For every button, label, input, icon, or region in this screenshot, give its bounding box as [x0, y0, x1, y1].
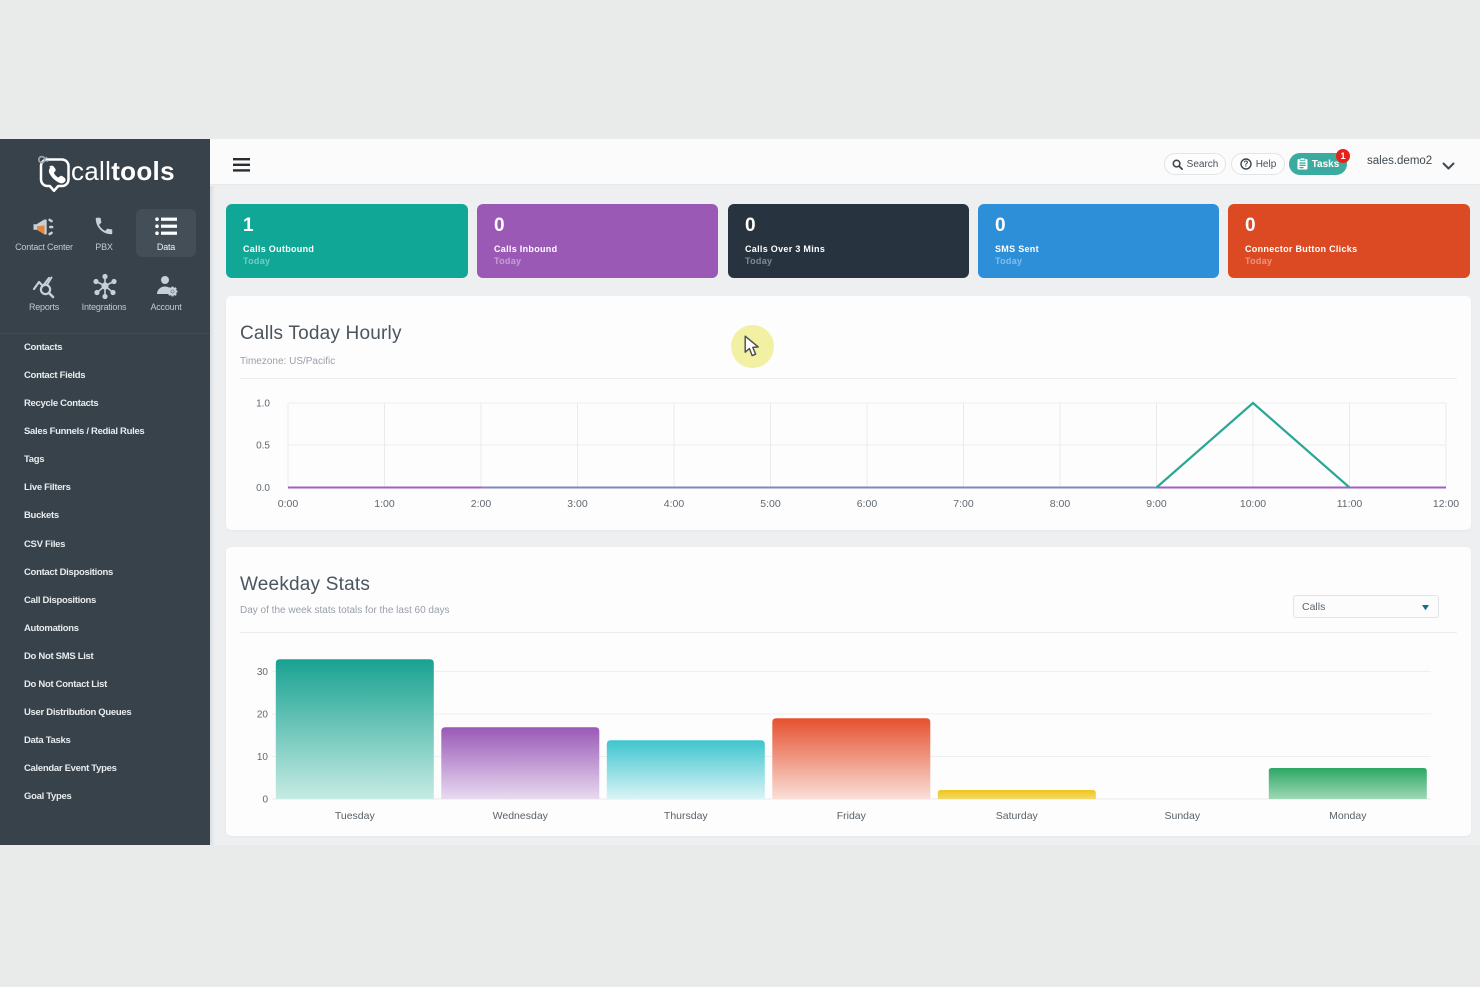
svg-text:0: 0 [262, 795, 268, 806]
svg-text:5:00: 5:00 [760, 498, 781, 510]
svg-text:2:00: 2:00 [471, 498, 492, 510]
svg-text:Friday: Friday [837, 810, 867, 822]
svg-text:30: 30 [257, 667, 269, 678]
svg-text:3:00: 3:00 [567, 498, 588, 510]
svg-text:10:00: 10:00 [1240, 498, 1266, 510]
svg-text:Saturday: Saturday [996, 810, 1039, 822]
svg-text:12:00: 12:00 [1433, 498, 1459, 510]
svg-text:Thursday: Thursday [664, 810, 709, 822]
svg-text:Wednesday: Wednesday [493, 810, 549, 822]
svg-text:?: ? [1243, 160, 1248, 169]
svg-text:11:00: 11:00 [1337, 498, 1363, 510]
svg-text:10: 10 [257, 752, 269, 763]
svg-text:0:00: 0:00 [278, 498, 299, 510]
svg-text:Sunday: Sunday [1164, 810, 1200, 822]
svg-text:7:00: 7:00 [953, 498, 974, 510]
svg-text:4:00: 4:00 [664, 498, 685, 510]
svg-text:20: 20 [257, 710, 269, 721]
svg-text:Monday: Monday [1329, 810, 1367, 822]
svg-text:0.5: 0.5 [256, 441, 270, 452]
svg-text:1:00: 1:00 [374, 498, 395, 510]
svg-text:Tuesday: Tuesday [335, 810, 376, 822]
svg-text:8:00: 8:00 [1050, 498, 1071, 510]
svg-text:6:00: 6:00 [857, 498, 878, 510]
svg-text:9:00: 9:00 [1146, 498, 1167, 510]
svg-text:0.0: 0.0 [256, 483, 270, 494]
svg-text:1.0: 1.0 [256, 399, 270, 410]
